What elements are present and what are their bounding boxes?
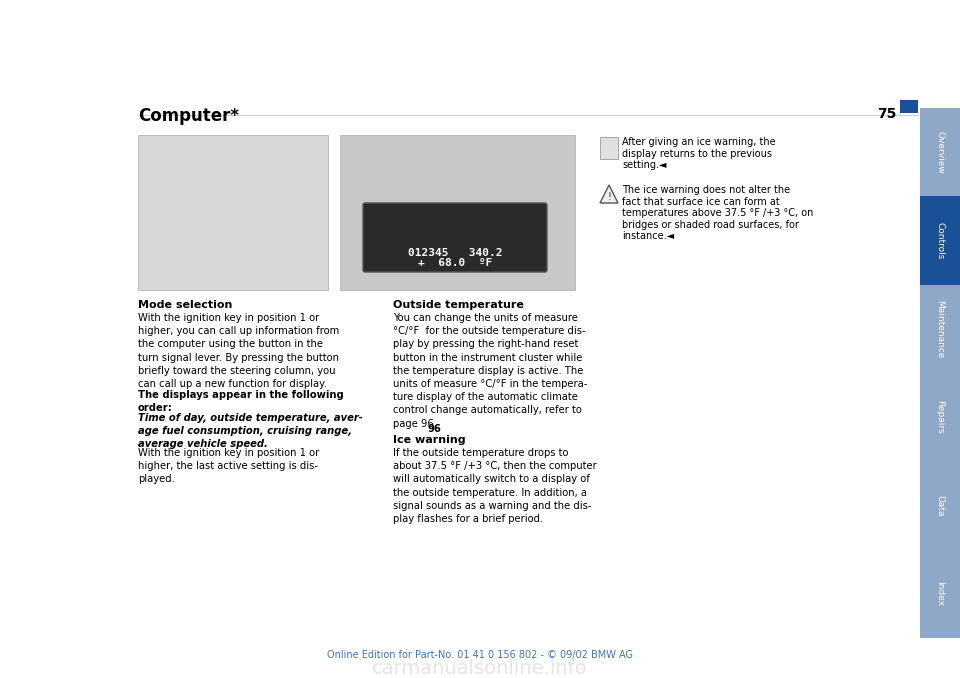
Bar [900, 100, 918, 113]
Text: 75: 75 [876, 107, 896, 121]
Text: Maintenance: Maintenance [935, 300, 945, 358]
Bar [920, 285, 960, 373]
Bar [138, 135, 328, 290]
Text: Data: Data [935, 495, 945, 516]
Text: +  68.0  ºF: + 68.0 ºF [418, 258, 492, 268]
Text: !: ! [607, 192, 611, 202]
Text: Computer*: Computer* [138, 107, 239, 125]
Text: The displays appear in the following
order:: The displays appear in the following ord… [138, 390, 344, 413]
Text: Online Edition for Part-No. 01 41 0 156 802 - © 09/02 BMW AG: Online Edition for Part-No. 01 41 0 156 … [327, 650, 633, 660]
Text: With the ignition key in position 1 or
higher, the last active setting is dis-
p: With the ignition key in position 1 or h… [138, 448, 320, 484]
Polygon shape [600, 185, 618, 203]
Text: 96: 96 [427, 424, 441, 434]
Bar [920, 108, 960, 197]
Text: carmanualsonline.info: carmanualsonline.info [372, 659, 588, 678]
Bar [920, 550, 960, 638]
Text: 012345   340.2: 012345 340.2 [408, 248, 502, 258]
Text: Controls: Controls [935, 222, 945, 259]
Bar [920, 197, 960, 285]
Text: Overview: Overview [935, 131, 945, 174]
Bar [920, 461, 960, 550]
Text: You can change the units of measure
°C/°F  for the outside temperature dis-
play: You can change the units of measure °C/°… [393, 313, 588, 428]
Text: After giving an ice warning, the
display returns to the previous
setting.◄: After giving an ice warning, the display… [622, 137, 776, 170]
Text: Index: Index [935, 581, 945, 606]
Bar [340, 135, 575, 290]
Text: The ice warning does not alter the
fact that surface ice can form at
temperature: The ice warning does not alter the fact … [622, 185, 813, 241]
Text: Mode selection: Mode selection [138, 300, 232, 310]
Text: Repairs: Repairs [935, 400, 945, 434]
Text: Time of day, outside temperature, aver-
age fuel consumption, cruising range,
av: Time of day, outside temperature, aver- … [138, 413, 363, 450]
Bar [920, 373, 960, 461]
Text: Ice warning: Ice warning [393, 435, 466, 445]
FancyBboxPatch shape [363, 203, 547, 272]
Text: Outside temperature: Outside temperature [393, 300, 524, 310]
Bar [600, 137, 618, 159]
Text: With the ignition key in position 1 or
higher, you can call up information from
: With the ignition key in position 1 or h… [138, 313, 339, 389]
Text: If the outside temperature drops to
about 37.5 °F /+3 °C, then the computer
will: If the outside temperature drops to abou… [393, 448, 597, 524]
